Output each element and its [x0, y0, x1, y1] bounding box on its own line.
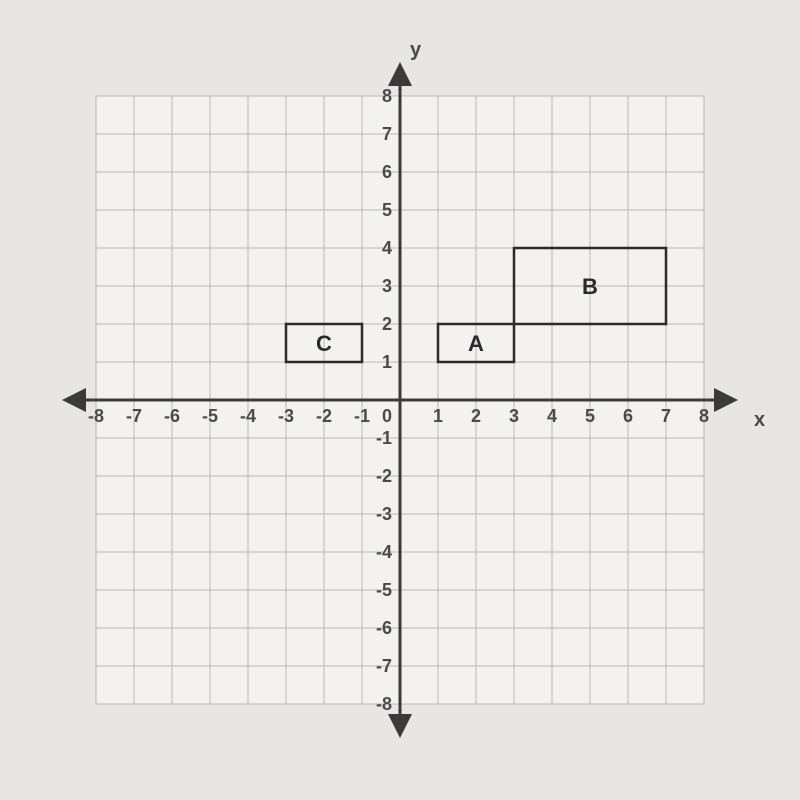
x-tick-label: -7 [126, 406, 142, 426]
x-tick-label: -4 [240, 406, 256, 426]
y-tick-label: 2 [382, 314, 392, 334]
y-tick-label: -3 [376, 504, 392, 524]
x-tick-label: -6 [164, 406, 180, 426]
origin-label: 0 [382, 406, 392, 426]
y-tick-label: 6 [382, 162, 392, 182]
y-tick-label: 7 [382, 124, 392, 144]
y-tick-label: 4 [382, 238, 392, 258]
x-axis-label: x [754, 409, 765, 431]
coordinate-plane: -8 -7 -6 -5 -4 -3 -2 -1 1 2 3 4 5 6 7 8 -8 -7 -6 -5 -4 -3 -2 -1… [0, 0, 800, 800]
axis-arrow [62, 388, 86, 412]
x-tick-label: 4 [547, 406, 557, 426]
y-tick-label: -5 [376, 580, 392, 600]
x-tick-label: -2 [316, 406, 332, 426]
axis-arrow [714, 388, 738, 412]
y-tick-label: -4 [376, 542, 392, 562]
y-tick-label: -1 [376, 428, 392, 448]
y-tick-label: -7 [376, 656, 392, 676]
y-tick-label: -6 [376, 618, 392, 638]
x-tick-label: 5 [585, 406, 595, 426]
y-tick-label: 5 [382, 200, 392, 220]
x-tick-label: 7 [661, 406, 671, 426]
axis-arrow [388, 714, 412, 738]
y-tick-label: 3 [382, 276, 392, 296]
plane-svg: -8 -7 -6 -5 -4 -3 -2 -1 1 2 3 4 5 6 7 8 -8 -7 -6 -5 -4 -3 -2 -1… [0, 0, 800, 800]
x-tick-label: -1 [354, 406, 370, 426]
x-tick-label: -5 [202, 406, 218, 426]
y-tick-label: -2 [376, 466, 392, 486]
y-tick-label: -8 [376, 694, 392, 714]
x-tick-label: 2 [471, 406, 481, 426]
rectangle-label-b: B [582, 274, 598, 299]
x-tick-label: 3 [509, 406, 519, 426]
y-tick-label: 8 [382, 86, 392, 106]
rectangle-label-c: C [316, 331, 332, 356]
x-tick-label: -8 [88, 406, 104, 426]
rectangle-label-a: A [468, 331, 484, 356]
x-tick-label: 1 [433, 406, 443, 426]
y-axis-label: y [410, 39, 422, 61]
x-tick-label: 8 [699, 406, 709, 426]
axis-arrow [388, 62, 412, 86]
x-tick-label: 6 [623, 406, 633, 426]
y-tick-label: 1 [382, 352, 392, 372]
x-tick-label: -3 [278, 406, 294, 426]
